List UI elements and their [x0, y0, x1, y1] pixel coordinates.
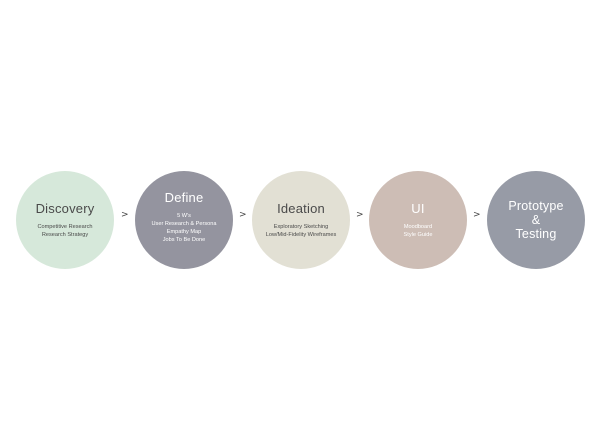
chevron-right-icon: > — [473, 210, 481, 220]
stage-item: Research Strategy — [41, 232, 89, 238]
stage-title-line: & — [531, 213, 541, 227]
stage-item: 5 W's — [177, 213, 191, 219]
stage-title: UI — [411, 201, 425, 216]
stage-item: Competitive Research — [37, 224, 93, 230]
stage-item: Empathy Map — [166, 229, 202, 235]
stage-title: Ideation — [277, 201, 325, 216]
stage-item: Jobs To Be Done — [162, 237, 206, 243]
stage-item: Low/Mid-Fidelity Wireframes — [265, 232, 337, 238]
stage-item: Exploratory Sketching — [273, 224, 329, 230]
stage-title-line: Prototype — [508, 199, 564, 213]
stage-items: Competitive Research Research Strategy — [37, 223, 92, 239]
stage-title-line: Testing — [515, 227, 557, 241]
chevron-right-icon: > — [239, 210, 247, 220]
stage-items: 5 W's User Research & Persona Empathy Ma… — [152, 212, 217, 244]
stage-discovery: Discovery Competitive Research Research … — [16, 171, 114, 269]
stage-ui: UI Moodboard Style Guide — [369, 171, 467, 269]
stage-item: User Research & Persona — [151, 221, 217, 227]
stage-items: Exploratory Sketching Low/Mid-Fidelity W… — [266, 223, 337, 239]
stage-prototype-testing: Prototype & Testing — [487, 171, 585, 269]
chevron-right-icon: > — [356, 210, 364, 220]
stage-title: Discovery — [35, 201, 95, 216]
stage-item: Moodboard — [403, 224, 433, 230]
chevron-right-icon: > — [121, 210, 129, 220]
stage-title: Define — [164, 190, 204, 205]
stage-items: Moodboard Style Guide — [404, 223, 433, 239]
stage-item: Style Guide — [403, 232, 433, 238]
stage-define: Define 5 W's User Research & Persona Emp… — [135, 171, 233, 269]
stage-ideation: Ideation Exploratory Sketching Low/Mid-F… — [252, 171, 350, 269]
